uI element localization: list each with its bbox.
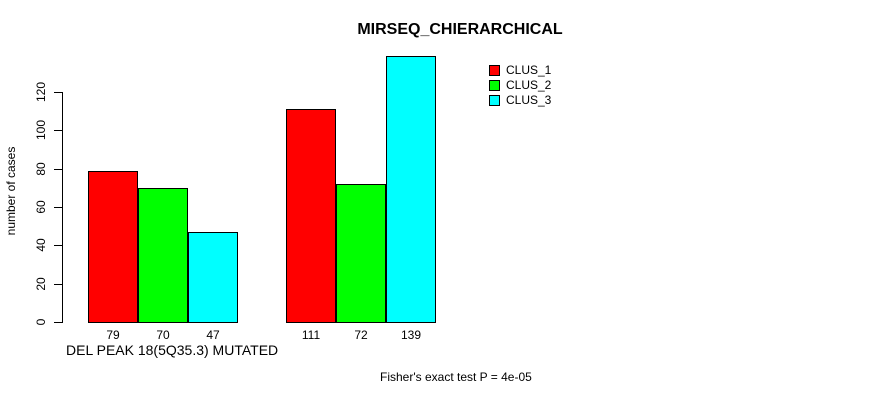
legend-swatch-icon [489,80,500,91]
y-axis-tick-label: 60 [34,200,48,214]
y-axis-tick [54,322,62,323]
bar-value-label: 72 [354,328,368,342]
x-axis-label: DEL PEAK 18(5Q35.3) MUTATED [66,342,279,358]
legend-item-clus_1: CLUS_1 [489,63,551,78]
legend-swatch-icon [489,65,500,76]
y-axis-tick-label: 100 [34,120,48,141]
y-axis-tick [54,245,62,247]
legend: CLUS_1 CLUS_2 CLUS_3 [489,63,551,108]
y-axis-tick-label: 0 [34,318,48,326]
y-axis-tick-label: 120 [34,81,48,103]
y-axis-tick-label: 40 [34,238,48,253]
stat-annotation: Fisher's exact test P = 4e-05 [380,370,532,384]
bar-value-label: 79 [106,328,120,342]
bar-clus_1-group-2 [286,109,336,323]
legend-item-clus_2: CLUS_2 [489,78,551,93]
y-axis-tick-label: 20 [34,276,48,291]
bar-clus_2-group-2 [336,184,386,323]
legend-swatch-icon [489,95,500,106]
y-axis-tick [54,168,62,170]
y-axis-line [62,92,63,323]
bar-value-label: 70 [156,328,170,342]
y-axis-tick [54,283,62,285]
legend-label: CLUS_3 [506,93,552,107]
y-axis-tick [54,130,62,132]
bar-clus_3-group-1 [188,231,238,323]
bar-value-label: 139 [400,328,422,342]
bar-clus_3-group-2 [386,55,436,323]
y-axis-tick [54,207,62,208]
legend-label: CLUS_1 [506,63,552,77]
legend-label: CLUS_2 [506,78,552,92]
bar-clus_1-group-1 [88,170,138,323]
legend-item-clus_3: CLUS_3 [489,93,551,108]
bar-value-label: 47 [206,328,220,342]
bar-clus_2-group-1 [138,187,188,323]
chart-title: MIRSEQ_CHIERARCHICAL [357,21,563,38]
y-axis-tick-label: 80 [34,161,48,176]
y-axis-label: number of cases [4,146,18,236]
bar-value-label: 111 [301,328,321,342]
y-axis-tick [54,92,62,93]
